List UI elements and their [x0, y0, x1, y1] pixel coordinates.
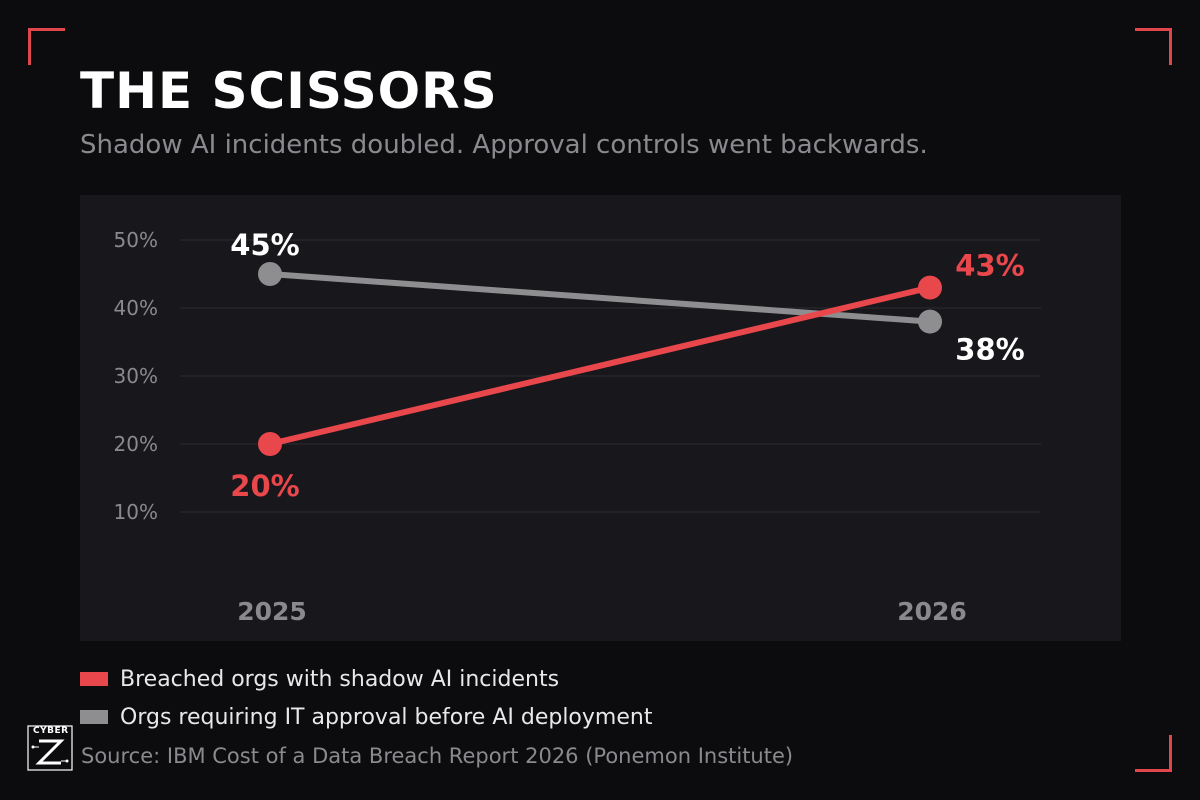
y-tick-label: 50%: [114, 228, 158, 252]
legend-label: Breached orgs with shadow AI incidents: [120, 666, 560, 692]
y-tick-label: 10%: [114, 500, 158, 524]
y-tick-label: 30%: [114, 364, 158, 388]
data-point: [918, 275, 942, 300]
corner-top-right: [1135, 28, 1172, 65]
corner-bottom-right: [1135, 735, 1172, 772]
data-point: [258, 262, 282, 286]
logo-text: CYBER: [33, 726, 69, 736]
data-point: [258, 432, 282, 456]
data-label: 38%: [955, 333, 1024, 367]
data-label: 45%: [230, 228, 299, 262]
source-note: Source: IBM Cost of a Data Breach Report…: [81, 744, 794, 768]
cyber-z-logo: CYBER: [27, 725, 73, 771]
line-chart: 10% 20% 30% 40% 50% 2025 2026 20% 43% 45% 38%: [114, 228, 1041, 626]
legend-swatch-gray: [80, 710, 108, 724]
data-label: 43%: [955, 249, 1024, 283]
data-label: 20%: [230, 469, 299, 503]
legend: Breached orgs with shadow AI incidents O…: [80, 660, 652, 736]
chart-subtitle: Shadow AI incidents doubled. Approval co…: [80, 130, 928, 160]
legend-item-shadow-ai: Breached orgs with shadow AI incidents: [80, 660, 652, 698]
chart-title: THE SCISSORS: [80, 62, 498, 120]
series-line: [267, 284, 933, 447]
data-point: [918, 309, 942, 334]
x-tick-label: 2026: [897, 597, 967, 626]
legend-label: Orgs requiring IT approval before AI dep…: [120, 704, 653, 730]
x-tick-label: 2025: [237, 597, 307, 626]
y-tick-label: 20%: [114, 432, 158, 456]
series-line: [267, 271, 933, 325]
corner-top-left: [28, 28, 65, 65]
chart-panel: 10% 20% 30% 40% 50% 2025 2026 20% 43% 45% 38%: [80, 195, 1121, 641]
legend-item-it-approval: Orgs requiring IT approval before AI dep…: [80, 698, 652, 736]
z-logo-icon: [27, 725, 73, 771]
legend-swatch-red: [80, 672, 108, 686]
y-tick-label: 40%: [114, 296, 158, 320]
